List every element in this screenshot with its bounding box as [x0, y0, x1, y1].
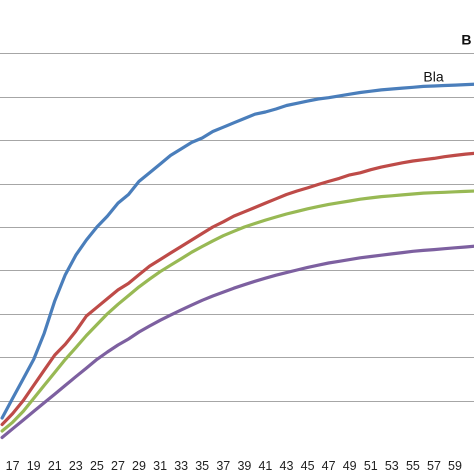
- x-tick-label-9: 35: [195, 459, 209, 473]
- x-tick-label-0: 17: [6, 459, 20, 473]
- x-tick-label-5: 27: [111, 459, 125, 473]
- x-tick-label-19: 55: [406, 459, 420, 473]
- annotation-label-0: B: [461, 32, 471, 48]
- annotation-label-1: Bla: [423, 69, 443, 85]
- x-axis-tick-labels: 17 19 21 23 25 27 29 31 33 35 37 39 41 43 45 47 49 51 53 55…: [6, 459, 462, 473]
- x-tick-label-11: 39: [237, 459, 251, 473]
- x-tick-label-14: 45: [301, 459, 315, 473]
- series-lines: [0, 82, 474, 440]
- x-tick-label-17: 51: [364, 459, 378, 473]
- series-line-1: [0, 151, 474, 427]
- series-line-2: [0, 189, 474, 433]
- x-tick-label-20: 57: [427, 459, 441, 473]
- series-line-3: [0, 244, 474, 440]
- x-tick-label-4: 25: [90, 459, 104, 473]
- x-tick-label-8: 33: [174, 459, 188, 473]
- x-tick-label-1: 19: [27, 459, 41, 473]
- x-tick-label-3: 23: [69, 459, 83, 473]
- x-tick-label-2: 21: [48, 459, 62, 473]
- gridlines: [0, 53, 474, 402]
- x-tick-label-16: 49: [343, 459, 357, 473]
- series-line-0: [0, 82, 474, 420]
- x-tick-label-21: 59: [448, 459, 462, 473]
- x-tick-label-6: 29: [132, 459, 146, 473]
- x-tick-label-18: 53: [385, 459, 399, 473]
- x-tick-label-7: 31: [153, 459, 167, 473]
- x-tick-label-15: 47: [322, 459, 336, 473]
- annotations: B Bla: [423, 32, 471, 85]
- x-tick-label-12: 41: [258, 459, 272, 473]
- x-tick-label-13: 43: [280, 459, 294, 473]
- x-tick-label-10: 37: [216, 459, 230, 473]
